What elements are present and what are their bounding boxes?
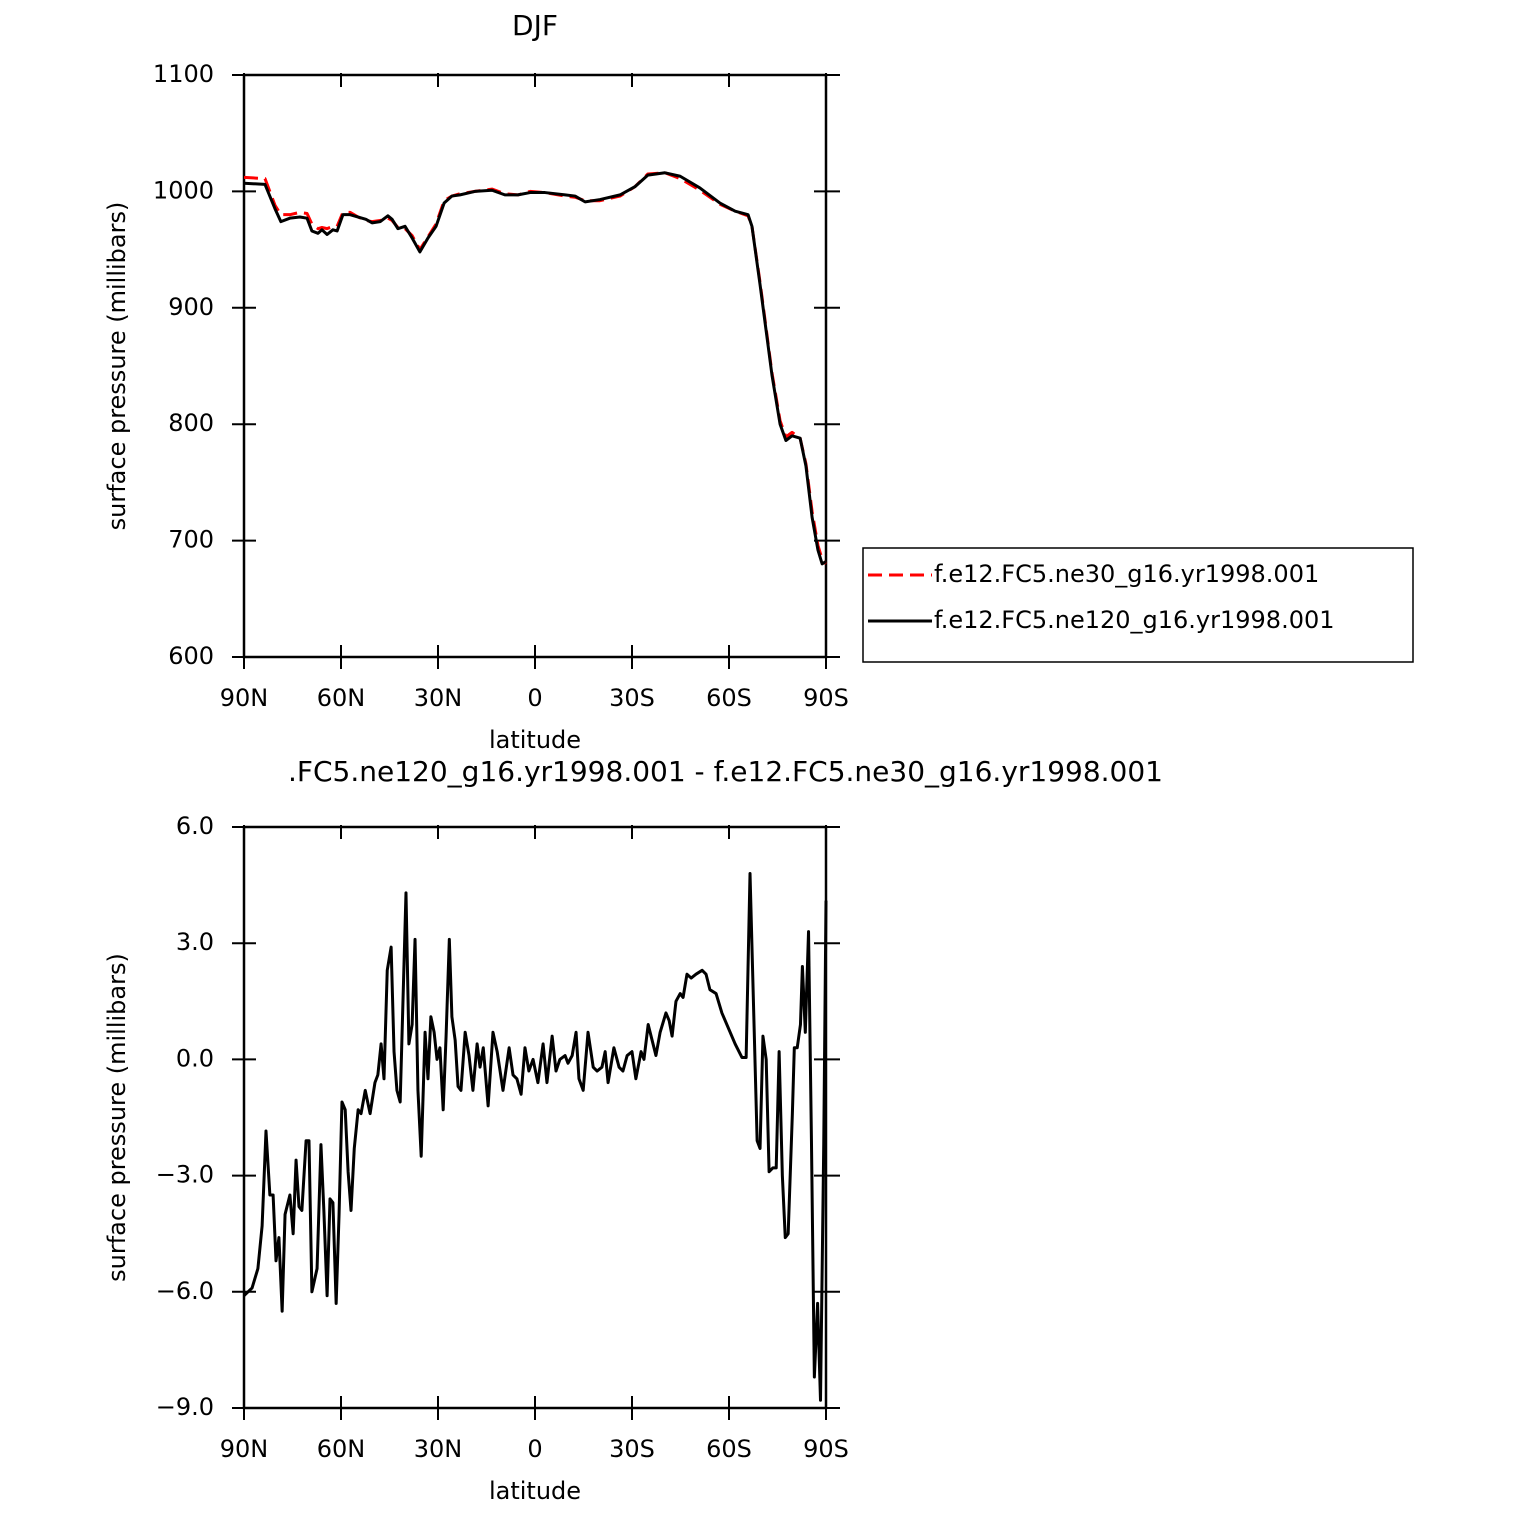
legend-box	[862, 547, 1414, 663]
x-tick-label: 60N	[317, 1435, 366, 1463]
y-tick-label: 800	[168, 409, 214, 437]
y-tick-label: 900	[168, 293, 214, 321]
y-tick-label: 1100	[153, 60, 214, 88]
plot-frame	[242, 825, 828, 1410]
legend-label: f.e12.FC5.ne120_g16.yr1998.001	[934, 606, 1335, 634]
y-tick-label: 600	[168, 642, 214, 670]
x-tick-label: 0	[527, 1435, 542, 1463]
x-tick-label: 90S	[803, 684, 849, 712]
x-tick-label: 90S	[803, 1435, 849, 1463]
x-tick-label: 30S	[609, 1435, 655, 1463]
x-tick-label: 30S	[609, 684, 655, 712]
y-axis-label: surface pressure (millibars)	[103, 202, 131, 531]
legend-label: f.e12.FC5.ne30_g16.yr1998.001	[934, 560, 1319, 588]
x-axis-label: latitude	[489, 726, 581, 754]
plot-frame	[242, 73, 828, 659]
x-tick-label: 90N	[220, 1435, 269, 1463]
y-axis-label: surface pressure (millibars)	[103, 953, 131, 1282]
x-tick-label: 90N	[220, 684, 269, 712]
y-tick-label: −6.0	[156, 1277, 214, 1305]
y-tick-label: 3.0	[176, 928, 214, 956]
x-tick-label: 0	[527, 684, 542, 712]
x-tick-label: 30N	[414, 1435, 463, 1463]
data-line	[242, 871, 828, 1402]
x-tick-label: 60S	[706, 684, 752, 712]
x-tick-label: 60S	[706, 1435, 752, 1463]
x-tick-label: 30N	[414, 684, 463, 712]
y-tick-label: −9.0	[156, 1393, 214, 1421]
legend: f.e12.FC5.ne30_g16.yr1998.001 f.e12.FC5.n…	[862, 547, 1414, 663]
y-tick-label: 1000	[153, 176, 214, 204]
x-axis-label: latitude	[489, 1477, 581, 1505]
y-tick-label: −3.0	[156, 1161, 214, 1189]
x-tick-label: 60N	[317, 684, 366, 712]
y-tick-label: 6.0	[176, 812, 214, 840]
y-tick-label: 0.0	[176, 1044, 214, 1072]
data-line	[243, 171, 827, 566]
chart-title: .FC5.ne120_g16.yr1998.001 - f.e12.FC5.ne…	[288, 755, 1163, 788]
y-tick-label: 700	[168, 526, 214, 554]
chart-title: DJF	[512, 9, 558, 42]
